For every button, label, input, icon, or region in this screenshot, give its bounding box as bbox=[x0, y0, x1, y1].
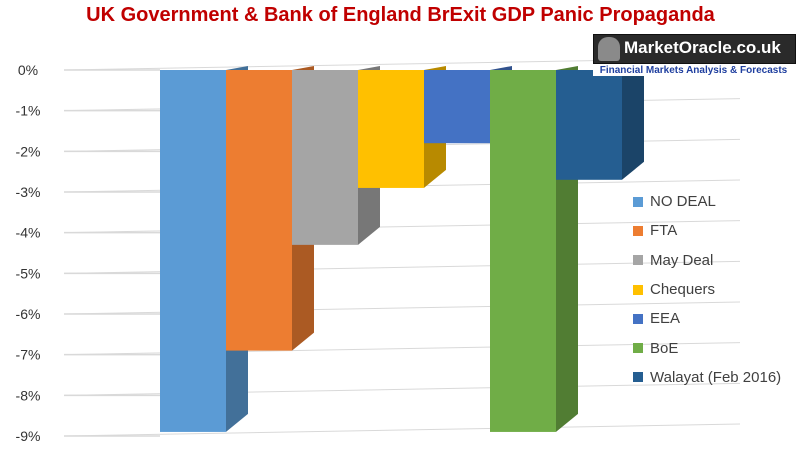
legend-label: NO DEAL bbox=[650, 193, 716, 211]
legend-item-fta: FTA bbox=[633, 216, 781, 245]
y-tick-label: -5% bbox=[16, 265, 41, 281]
legend-swatch bbox=[633, 196, 643, 207]
legend-item-may-deal: May Deal bbox=[633, 246, 781, 275]
bar-front bbox=[490, 70, 556, 432]
legend-label: May Deal bbox=[650, 251, 714, 269]
y-axis-ticks: 0% -1% -2% -3% -4% -5% -6% -7% -8% -9% bbox=[16, 62, 41, 444]
bar-walayat-feb-2016 bbox=[556, 66, 644, 180]
legend-item-walayat-feb-2016: Walayat (Feb 2016) bbox=[633, 363, 781, 392]
legend-label: EEA bbox=[650, 310, 681, 328]
chart-title: UK Government & Bank of England BrExit G… bbox=[86, 4, 715, 26]
legend-label: BoE bbox=[650, 339, 679, 357]
bar-front bbox=[424, 70, 490, 144]
y-tick-label: -3% bbox=[16, 184, 41, 200]
y-tick-label: -4% bbox=[16, 225, 41, 241]
legend-swatch bbox=[633, 313, 643, 324]
logo-tagline: Financial Markets Analysis & Forecasts bbox=[593, 65, 794, 76]
legend-swatch bbox=[633, 343, 643, 354]
y-tick-label: 0% bbox=[18, 62, 38, 78]
legend-swatch bbox=[633, 225, 643, 236]
logo-text: MarketOracle.co.uk bbox=[624, 38, 781, 57]
bar-front bbox=[226, 70, 292, 351]
bar-front bbox=[358, 70, 424, 188]
bar-front bbox=[556, 70, 622, 180]
legend-item-boe: BoE bbox=[633, 333, 781, 362]
market-oracle-logo: MarketOracle.co.uk Financial Markets Ana… bbox=[593, 34, 796, 80]
logo-banner: MarketOracle.co.uk bbox=[593, 34, 796, 64]
legend-swatch bbox=[633, 284, 643, 295]
y-tick-label: -9% bbox=[16, 428, 41, 444]
bar-front bbox=[160, 70, 226, 432]
y-tick-label: -8% bbox=[16, 387, 41, 403]
y-tick-label: -6% bbox=[16, 306, 41, 322]
bar-side bbox=[622, 66, 644, 180]
legend-item-chequers: Chequers bbox=[633, 275, 781, 304]
legend-label: Chequers bbox=[650, 281, 716, 299]
y-tick-label: -1% bbox=[16, 103, 41, 119]
gridline-back bbox=[63, 423, 741, 437]
legend-item-eea: EEA bbox=[633, 304, 781, 333]
y-tick-label: -7% bbox=[16, 347, 41, 363]
thinker-statue-icon bbox=[598, 37, 620, 61]
bar-boe bbox=[490, 66, 578, 432]
chart-legend: NO DEAL FTA May Deal Chequers EEA BoE Walayat … bbox=[633, 187, 781, 392]
legend-swatch bbox=[633, 255, 643, 266]
legend-label: Walayat (Feb 2016) bbox=[650, 368, 782, 386]
bar-front bbox=[292, 70, 358, 245]
bar-chequers bbox=[358, 66, 446, 188]
y-tick-label: -2% bbox=[16, 143, 41, 159]
bar-fta bbox=[226, 66, 314, 351]
legend-item-no-deal: NO DEAL bbox=[633, 187, 781, 216]
legend-swatch bbox=[633, 372, 643, 383]
bars bbox=[160, 66, 644, 432]
legend-label: FTA bbox=[650, 222, 678, 240]
